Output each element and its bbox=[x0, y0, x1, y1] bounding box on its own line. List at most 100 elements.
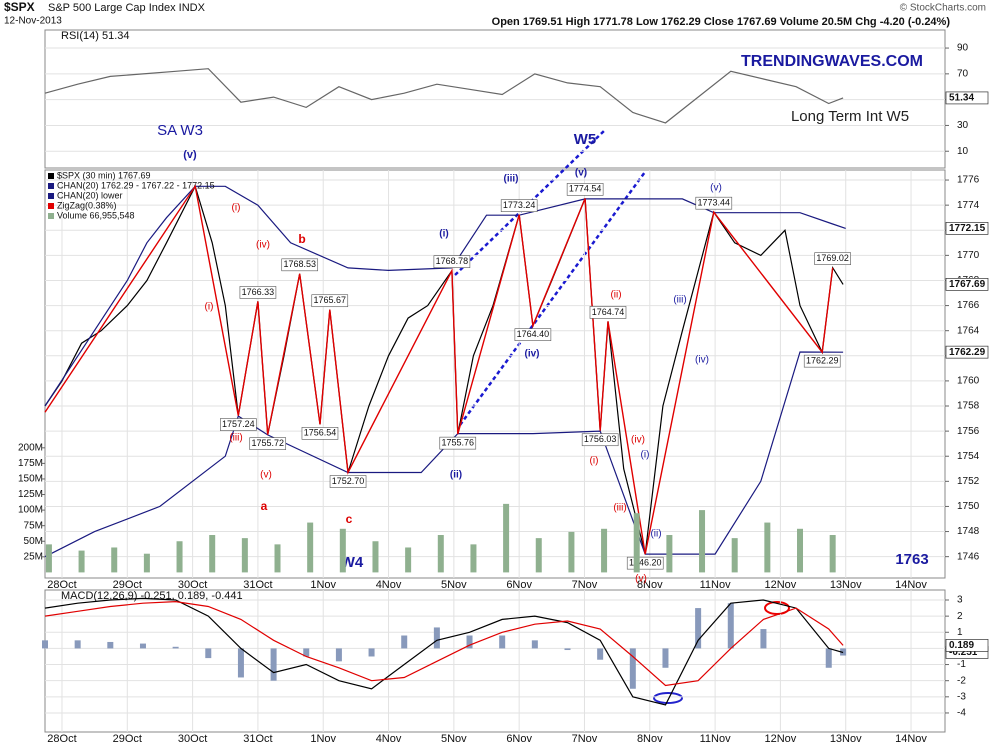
annotation: (ii) bbox=[610, 290, 621, 301]
last-value-label: 1772.15 bbox=[949, 223, 986, 234]
y-tick-label: 75M bbox=[24, 520, 43, 531]
y-tick-label: 1766 bbox=[957, 300, 980, 311]
y-tick-label: 3 bbox=[957, 595, 963, 606]
value-label-box bbox=[581, 433, 619, 447]
bar bbox=[433, 627, 440, 649]
x-tick-label: 1Nov bbox=[310, 733, 336, 744]
value-label-box bbox=[220, 418, 257, 431]
x-tick-label: 14Nov bbox=[895, 733, 927, 744]
x-tick-label: 13Nov bbox=[830, 733, 862, 744]
bar bbox=[531, 640, 538, 649]
y-tick-label: -4 bbox=[957, 708, 966, 719]
legend-label: $SPX (30 min) 1767.69 bbox=[57, 170, 151, 180]
bar bbox=[241, 538, 248, 573]
x-tick-label: 30Oct bbox=[178, 579, 207, 591]
bar bbox=[829, 535, 836, 573]
y-tick-label: 30 bbox=[957, 120, 969, 131]
bar bbox=[205, 648, 212, 659]
bar bbox=[601, 528, 608, 573]
bar bbox=[633, 513, 640, 573]
annotation: (iv) bbox=[256, 240, 270, 251]
bar bbox=[825, 648, 832, 668]
bar bbox=[237, 648, 244, 678]
bar bbox=[437, 535, 444, 573]
x-tick-label: 4Nov bbox=[376, 733, 402, 744]
y-tick-label: 1774 bbox=[957, 200, 980, 211]
value-label: 1762.29 bbox=[806, 356, 839, 366]
value-label-box bbox=[433, 255, 471, 268]
value-label: 1757.24 bbox=[222, 419, 255, 429]
legend-swatch bbox=[48, 183, 54, 189]
bar bbox=[172, 646, 179, 649]
x-tick-label: 8Nov bbox=[637, 733, 663, 744]
annotation: (iii) bbox=[504, 174, 519, 185]
y-tick-label: 10 bbox=[957, 146, 969, 157]
bar bbox=[339, 528, 346, 573]
value-label: 1755.72 bbox=[251, 438, 284, 448]
annotation: (i) bbox=[590, 456, 599, 467]
value-label-box bbox=[311, 294, 349, 308]
bar bbox=[368, 648, 375, 657]
y-tick-label: 175M bbox=[18, 458, 43, 469]
x-tick-label: 31Oct bbox=[243, 579, 272, 591]
bar bbox=[307, 522, 314, 573]
bar bbox=[405, 547, 412, 573]
x-tick-label: 28Oct bbox=[47, 579, 76, 591]
value-label: 1773.44 bbox=[698, 198, 731, 208]
bar bbox=[107, 641, 114, 649]
annotation: (v) bbox=[183, 149, 197, 161]
annotation: 1763 bbox=[895, 551, 928, 568]
y-tick-label: 1760 bbox=[957, 376, 980, 387]
bar bbox=[335, 648, 342, 662]
panel-title: MACD(12,26,9) -0.251, 0.189, -0.441 bbox=[61, 590, 243, 602]
bar bbox=[666, 535, 673, 573]
annotation: (i) bbox=[232, 203, 241, 214]
value-label-box bbox=[803, 354, 841, 368]
last-value-box bbox=[945, 222, 989, 235]
value-label: 1765.67 bbox=[313, 295, 346, 305]
annotation: c bbox=[346, 512, 353, 526]
bar bbox=[629, 648, 636, 689]
y-tick-label: -2 bbox=[957, 675, 966, 686]
x-tick-label: 11Nov bbox=[700, 579, 731, 591]
bar bbox=[564, 648, 571, 651]
value-label: 1756.03 bbox=[584, 434, 617, 444]
x-tick-label: 6Nov bbox=[506, 579, 532, 591]
annotation: b bbox=[298, 232, 305, 246]
legend-swatch bbox=[48, 213, 54, 219]
x-tick-label: 14Nov bbox=[895, 579, 927, 591]
last-value-box bbox=[945, 91, 989, 105]
y-tick-label: 1770 bbox=[957, 250, 980, 261]
value-label-box bbox=[239, 286, 277, 299]
y-tick-label: 1 bbox=[957, 627, 963, 638]
y-tick-label: 1750 bbox=[957, 501, 980, 512]
annotation: (v) bbox=[575, 168, 587, 179]
series-line bbox=[44, 185, 846, 407]
y-tick-label: 1752 bbox=[957, 476, 980, 487]
annotation: Long Term Int W5 bbox=[791, 108, 909, 125]
annotation: (iii) bbox=[613, 503, 626, 514]
bar bbox=[470, 544, 477, 573]
value-label-box bbox=[589, 306, 627, 319]
y-tick-label: 1756 bbox=[957, 426, 980, 437]
x-tick-label: 28Oct bbox=[47, 733, 76, 744]
annotation: (v) bbox=[260, 470, 272, 481]
annotation: TRENDINGWAVES.COM bbox=[741, 53, 923, 70]
y-tick-label: 70 bbox=[957, 68, 969, 79]
last-value-label: 1767.69 bbox=[949, 279, 986, 290]
last-value-label: 1762.29 bbox=[949, 347, 986, 358]
y-tick-label: 100M bbox=[18, 505, 43, 516]
last-value-label: -0.251 bbox=[949, 647, 978, 658]
x-tick-label: 13Nov bbox=[830, 579, 862, 591]
annotation: W5 bbox=[574, 131, 597, 148]
value-label: 1766.33 bbox=[242, 287, 275, 297]
value-label-box bbox=[301, 427, 339, 440]
legend-swatch bbox=[48, 203, 54, 209]
bar bbox=[503, 503, 510, 573]
value-label: 1768.53 bbox=[283, 259, 316, 269]
value-label-box bbox=[329, 475, 367, 488]
last-value-box bbox=[945, 278, 989, 291]
x-tick-label: 1Nov bbox=[310, 579, 336, 591]
